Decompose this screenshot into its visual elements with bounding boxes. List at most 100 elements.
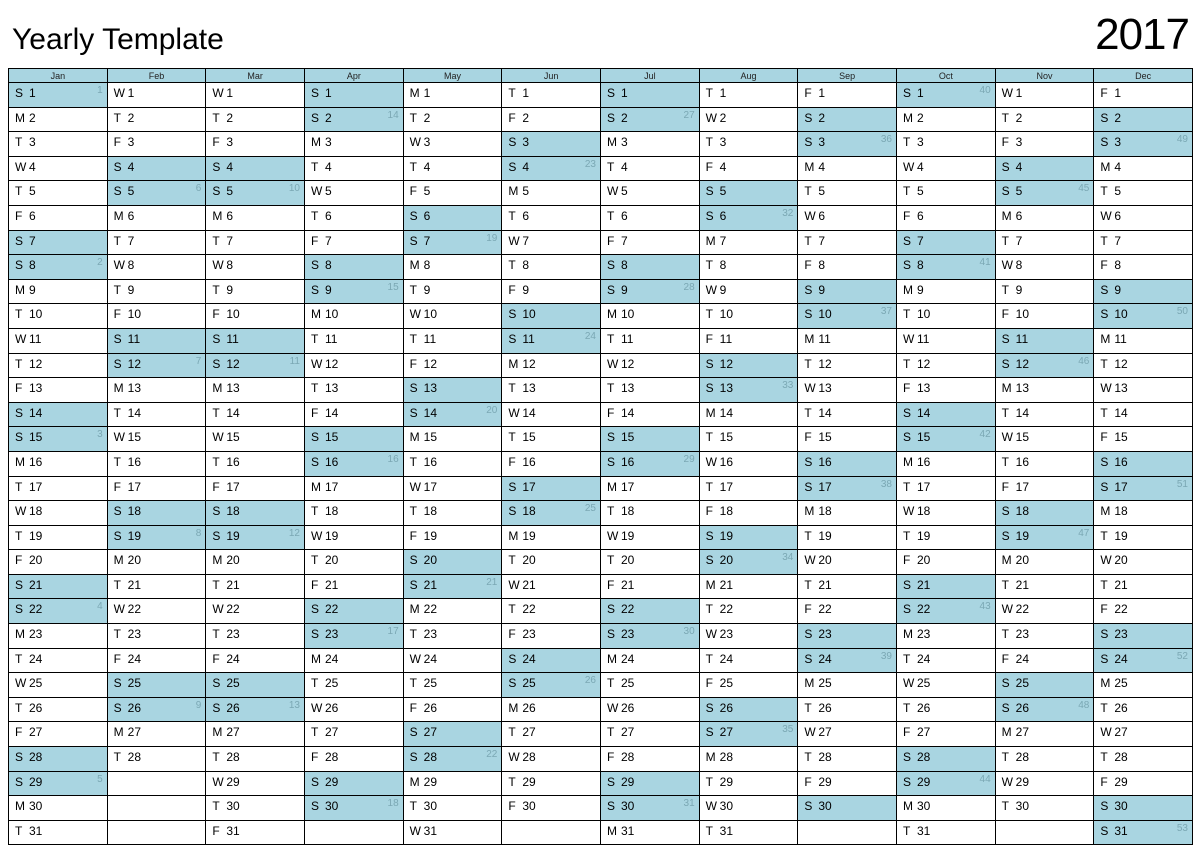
week-number: 51 (1177, 479, 1188, 490)
day-cell: T 14 (108, 403, 207, 428)
day-number: 14 (522, 406, 535, 420)
day-of-week: T (706, 258, 720, 272)
day-cell: S 2822 (404, 747, 503, 772)
day-cell: T 9 (996, 280, 1095, 305)
day-number: 4 (917, 160, 924, 174)
day-cell: M 27 (206, 722, 305, 747)
day-number: 9 (720, 283, 727, 297)
day-of-week: T (410, 111, 424, 125)
day-number: 13 (621, 381, 634, 395)
day-number: 25 (818, 676, 831, 690)
day-of-week: S (114, 529, 128, 543)
day-cell: F 3 (996, 132, 1095, 157)
day-number: 9 (621, 283, 628, 297)
week-number: 34 (782, 552, 793, 563)
day-of-week: S (804, 799, 818, 813)
day-cell: S 2121 (404, 575, 503, 600)
day-number: 1 (325, 86, 332, 100)
day-cell: T 26 (1094, 698, 1193, 723)
day-cell: F 24 (996, 649, 1095, 674)
day-cell: M 29 (404, 772, 503, 797)
day-cell: T 28 (1094, 747, 1193, 772)
day-number: 28 (917, 750, 930, 764)
day-number: 29 (1114, 775, 1127, 789)
day-number: 19 (621, 529, 634, 543)
day-of-week: F (1100, 430, 1114, 444)
day-of-week: T (311, 381, 325, 395)
day-number: 26 (29, 701, 42, 715)
day-cell: W 15 (996, 427, 1095, 452)
week-number: 22 (486, 749, 497, 760)
day-of-week: M (804, 160, 818, 174)
empty-cell (108, 796, 207, 821)
day-cell: S 14 (897, 403, 996, 428)
day-cell: F 7 (601, 231, 700, 256)
day-of-week: T (508, 775, 522, 789)
day-number: 17 (522, 480, 535, 494)
day-cell: S 140 (897, 83, 996, 108)
day-of-week: F (804, 602, 818, 616)
day-number: 24 (226, 652, 239, 666)
day-of-week: F (15, 553, 29, 567)
day-of-week: F (410, 529, 424, 543)
day-cell: T 10 (700, 304, 799, 329)
day-cell: W 25 (897, 673, 996, 698)
day-number: 6 (29, 209, 36, 223)
day-cell: F 17 (996, 477, 1095, 502)
day-cell: S 30 (798, 796, 897, 821)
day-cell: T 28 (798, 747, 897, 772)
day-of-week: F (508, 455, 522, 469)
day-number: 17 (1114, 480, 1127, 494)
day-number: 25 (917, 676, 930, 690)
day-number: 14 (1114, 406, 1127, 420)
week-number: 40 (980, 85, 991, 96)
day-number: 10 (818, 307, 831, 321)
day-number: 21 (818, 578, 831, 592)
day-number: 19 (818, 529, 831, 543)
day-number: 8 (1016, 258, 1023, 272)
day-cell: F 19 (404, 526, 503, 551)
day-number: 22 (226, 602, 239, 616)
day-cell: T 17 (897, 477, 996, 502)
day-cell: S 2526 (502, 673, 601, 698)
day-number: 19 (917, 529, 930, 543)
day-number: 3 (522, 135, 529, 149)
day-number: 13 (720, 381, 733, 395)
day-number: 13 (1114, 381, 1127, 395)
day-number: 3 (128, 135, 135, 149)
day-number: 16 (917, 455, 930, 469)
day-cell: S 1420 (404, 403, 503, 428)
day-cell: F 26 (404, 698, 503, 723)
day-number: 20 (1016, 553, 1029, 567)
day-number: 16 (29, 455, 42, 469)
day-cell: T 1 (502, 83, 601, 108)
day-cell: T 15 (502, 427, 601, 452)
empty-cell (996, 821, 1095, 846)
day-number: 3 (818, 135, 825, 149)
day-cell: M 24 (601, 649, 700, 674)
day-cell: S 2317 (305, 624, 404, 649)
day-of-week: F (607, 578, 621, 592)
day-number: 20 (325, 553, 338, 567)
day-of-week: T (212, 799, 226, 813)
day-cell: W 19 (305, 526, 404, 551)
day-number: 12 (29, 357, 42, 371)
day-of-week: W (15, 676, 29, 690)
day-cell: T 13 (305, 378, 404, 403)
day-of-week: T (311, 332, 325, 346)
day-number: 30 (1016, 799, 1029, 813)
day-of-week: F (508, 627, 522, 641)
day-of-week: M (1100, 504, 1114, 518)
day-cell: S 2 (1094, 108, 1193, 133)
day-of-week: F (903, 381, 917, 395)
day-cell: M 12 (502, 354, 601, 379)
day-of-week: T (1100, 750, 1114, 764)
day-of-week: T (804, 406, 818, 420)
day-cell: M 13 (996, 378, 1095, 403)
day-cell: S 1246 (996, 354, 1095, 379)
day-number: 21 (621, 578, 634, 592)
day-cell: T 10 (9, 304, 108, 329)
day-cell: T 29 (502, 772, 601, 797)
day-number: 4 (226, 160, 233, 174)
day-of-week: T (114, 578, 128, 592)
